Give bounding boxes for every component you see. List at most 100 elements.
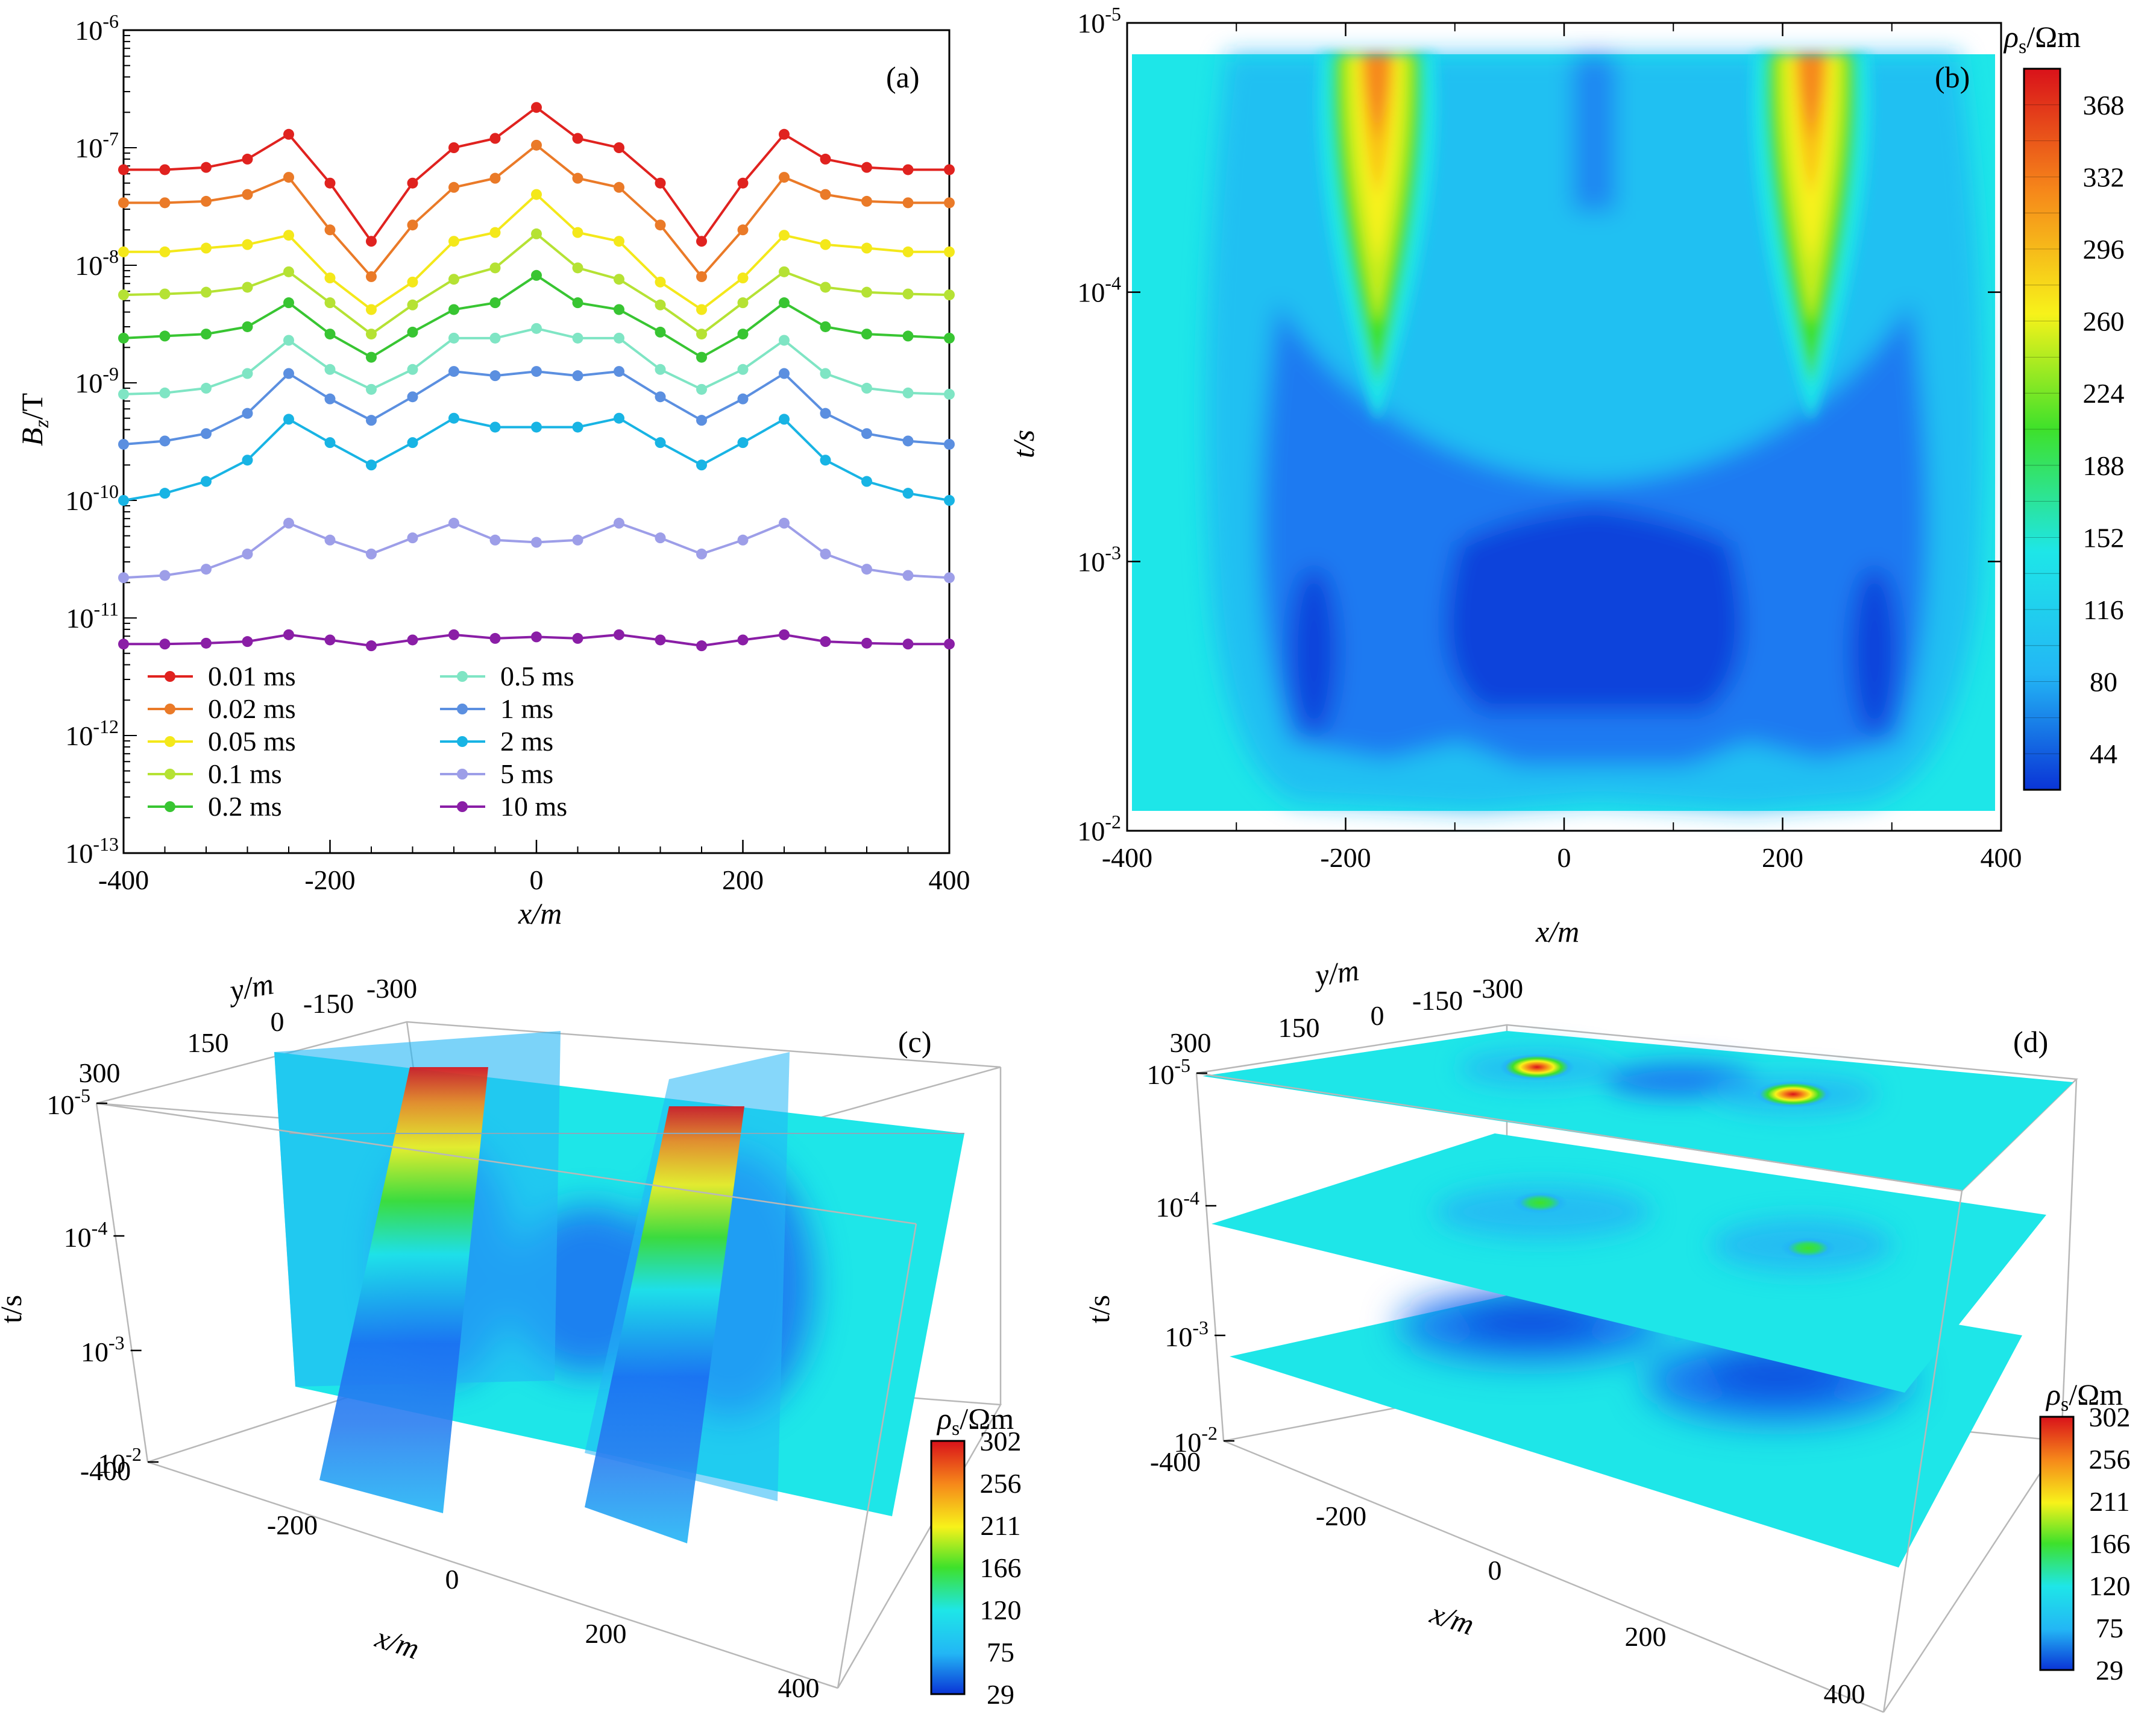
x-tick-label: 200: [1762, 842, 1803, 873]
data-point: [902, 570, 914, 581]
data-point: [820, 548, 831, 559]
data-point: [283, 517, 294, 529]
y-tick-label: -150: [1412, 985, 1463, 1016]
panel-a-series: [118, 102, 955, 652]
data-point: [489, 262, 501, 274]
data-point: [242, 321, 253, 332]
series-line: [123, 327, 950, 395]
panel-d-t-ticks: 10-5 10-4 10-3 10-2: [1146, 1054, 1234, 1458]
data-point: [448, 517, 459, 529]
panel-b-heatmap: [1132, 54, 1995, 811]
data-point: [614, 236, 624, 247]
x-tick-label: 400: [1824, 1678, 1865, 1709]
x-tick-label: 0: [1557, 842, 1571, 873]
panel-c-colorbar: [930, 1440, 966, 1695]
legend-marker: [165, 801, 175, 812]
data-point: [283, 230, 294, 241]
legend-marker: [457, 671, 468, 682]
x-tick-label: -400: [1102, 842, 1152, 873]
data-point: [201, 564, 212, 575]
data-point: [283, 335, 294, 346]
data-point: [779, 172, 790, 183]
data-point: [696, 236, 707, 247]
panel-d-slice-t2: [1212, 1133, 2046, 1393]
data-point: [489, 297, 501, 309]
data-point: [779, 335, 790, 346]
panel-c-t-axis-label: t/s: [0, 1295, 28, 1323]
data-point: [366, 640, 377, 652]
data-point: [242, 153, 253, 165]
colorbar-tick-label: 211: [2089, 1486, 2129, 1517]
data-point: [737, 534, 749, 546]
legend-marker: [165, 704, 175, 714]
data-point: [696, 304, 707, 315]
data-point: [655, 276, 666, 288]
panel-d-label: (d): [2013, 1025, 2048, 1059]
x-tick-label: -400: [1150, 1446, 1201, 1477]
data-point: [861, 637, 872, 649]
y-tick-label: 150: [1278, 1012, 1320, 1043]
panel-a: 10-6 10-7 10-8 10-9 10-10 10-11 10-12 10-13 -40…: [15, 10, 970, 930]
y-tick-label: 10-9: [75, 363, 119, 399]
panel-d-slice-t1: [1202, 1031, 2073, 1191]
data-point: [118, 638, 129, 650]
panel-b: -400 -200 0 200 400 10-5 10-4 10-3 10-2 368 332 2…: [1007, 3, 2125, 948]
y-tick-label: 10-7: [75, 128, 119, 163]
data-point: [861, 162, 872, 173]
data-point: [407, 634, 418, 646]
data-point: [737, 177, 749, 189]
data-point: [366, 351, 377, 363]
data-point: [861, 242, 872, 254]
panel-b-x-ticks: -400 -200 0 200 400: [1102, 23, 2022, 873]
y-tick-label: -150: [303, 988, 354, 1019]
colorbar-tick-label: 302: [980, 1426, 1022, 1457]
data-point: [531, 139, 542, 151]
data-point: [820, 189, 831, 200]
x-tick-label: -200: [304, 865, 355, 895]
colorbar-tick-label: 211: [980, 1510, 1020, 1541]
data-point: [531, 631, 542, 643]
data-point: [159, 288, 171, 300]
data-point: [159, 246, 171, 257]
data-point: [737, 634, 749, 646]
data-point: [531, 269, 542, 281]
data-point: [614, 629, 624, 640]
colorbar-tick-label: 332: [2083, 162, 2125, 192]
data-point: [118, 289, 129, 301]
data-point: [242, 636, 253, 647]
data-point: [902, 488, 914, 499]
data-point: [614, 366, 624, 377]
legend-label: 0.2 ms: [208, 791, 282, 822]
data-point: [696, 351, 707, 363]
data-point: [531, 323, 542, 334]
t-tick-label: 10-2: [98, 1443, 142, 1479]
data-point: [201, 286, 212, 298]
x-tick-label: 0: [1488, 1555, 1502, 1586]
panel-b-colorbar: [2023, 68, 2061, 791]
data-point: [324, 364, 336, 375]
data-point: [614, 181, 624, 193]
data-point: [572, 172, 583, 184]
panel-b-x-axis-label: x/m: [1535, 915, 1579, 948]
data-point: [614, 274, 624, 285]
data-point: [366, 329, 377, 340]
data-point: [861, 564, 872, 575]
data-point: [614, 304, 624, 315]
data-point: [118, 495, 129, 506]
panel-c-colorbar-ticks: 302 256 211 166 120 75 29: [980, 1426, 1022, 1710]
x-tick-label: -400: [80, 1455, 131, 1486]
data-point: [861, 329, 872, 340]
data-point: [572, 297, 583, 309]
data-point: [324, 177, 336, 189]
data-point: [737, 329, 749, 340]
data-point: [902, 164, 914, 175]
t-tick-label: 10-3: [1164, 1317, 1208, 1352]
data-point: [779, 368, 790, 379]
data-point: [696, 383, 707, 395]
data-point: [283, 172, 294, 183]
data-point: [944, 638, 955, 650]
data-point: [696, 640, 707, 652]
data-point: [944, 246, 955, 257]
series-line: [123, 370, 950, 446]
